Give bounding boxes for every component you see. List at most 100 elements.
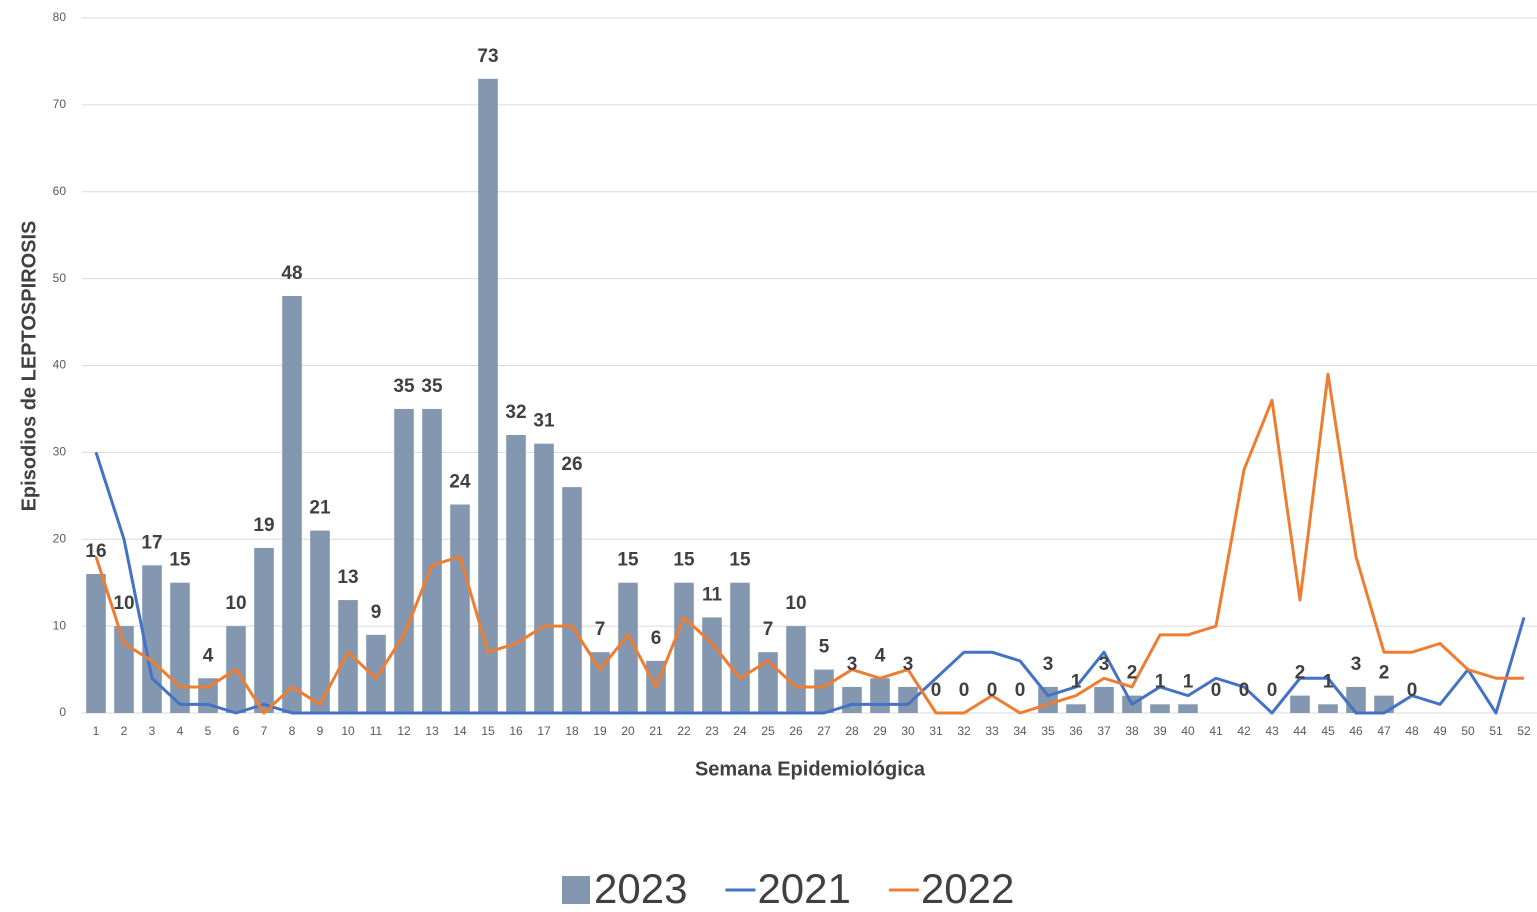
data-label: 1 (1183, 671, 1194, 692)
bar (506, 435, 526, 713)
data-label: 2 (1127, 663, 1138, 684)
x-tick-label: 14 (453, 724, 467, 738)
legend-label: 2021 (757, 865, 850, 912)
x-tick-label: 32 (957, 724, 971, 738)
x-tick-label: 48 (1405, 724, 1419, 738)
y-tick-label: 10 (53, 618, 67, 632)
bar (86, 574, 106, 713)
x-tick-label: 19 (593, 724, 607, 738)
x-tick-label: 2 (121, 724, 128, 738)
x-tick-label: 12 (397, 724, 411, 738)
data-label: 5 (819, 637, 830, 658)
bar (534, 443, 554, 713)
data-label: 0 (1239, 680, 1250, 701)
bar (366, 634, 386, 713)
data-label: 3 (1099, 654, 1110, 675)
x-tick-label: 45 (1321, 724, 1335, 738)
x-tick-label: 37 (1097, 724, 1111, 738)
y-tick-label: 70 (53, 97, 67, 111)
x-tick-label: 33 (985, 724, 999, 738)
x-tick-label: 38 (1125, 724, 1139, 738)
data-label: 0 (1015, 680, 1026, 701)
bar (1346, 686, 1366, 713)
x-tick-label: 49 (1433, 724, 1447, 738)
x-tick-label: 7 (261, 724, 268, 738)
x-tick-label: 43 (1265, 724, 1279, 738)
y-tick-label: 60 (53, 184, 67, 198)
bar (422, 408, 442, 713)
bar (1318, 704, 1338, 713)
x-tick-label: 47 (1377, 724, 1391, 738)
data-label: 3 (1351, 654, 1362, 675)
data-label: 10 (785, 593, 806, 614)
x-tick-label: 40 (1181, 724, 1195, 738)
data-label: 0 (1407, 680, 1418, 701)
x-tick-label: 11 (370, 724, 383, 738)
x-tick-label: 3 (149, 724, 156, 738)
x-tick-label: 8 (289, 724, 296, 738)
bar (730, 582, 750, 713)
x-tick-label: 6 (233, 724, 240, 738)
x-tick-label: 13 (425, 724, 439, 738)
bar (282, 296, 302, 713)
data-label: 32 (505, 402, 526, 423)
bar (674, 582, 694, 713)
y-axis-title: Episodios de LEPTOSPIROSIS (18, 221, 40, 512)
data-label: 19 (253, 515, 274, 536)
data-label: 35 (393, 376, 415, 397)
x-tick-label: 27 (817, 724, 831, 738)
x-tick-label: 5 (205, 724, 212, 738)
x-tick-label: 34 (1013, 724, 1027, 738)
bar (814, 669, 834, 713)
x-tick-label: 23 (705, 724, 719, 738)
data-label: 13 (337, 567, 358, 588)
bar (1178, 704, 1198, 713)
data-label: 7 (763, 619, 774, 640)
x-tick-label: 4 (177, 724, 184, 738)
x-tick-label: 16 (509, 724, 523, 738)
y-tick-label: 30 (53, 445, 67, 459)
data-label: 7 (595, 619, 606, 640)
x-tick-label: 51 (1489, 724, 1503, 738)
bar (1150, 704, 1170, 713)
x-tick-label: 31 (929, 724, 943, 738)
x-tick-label: 36 (1069, 724, 1083, 738)
x-tick-label: 9 (317, 724, 324, 738)
data-label: 24 (449, 472, 471, 493)
data-label: 31 (533, 411, 555, 432)
line (94, 451, 1526, 715)
x-tick-label: 41 (1209, 724, 1223, 738)
data-label: 1 (1155, 671, 1166, 692)
x-tick-label: 15 (481, 724, 495, 738)
data-label: 35 (421, 376, 443, 397)
data-label: 6 (651, 628, 662, 649)
data-label: 1 (1323, 671, 1334, 692)
x-tick-label: 17 (537, 724, 551, 738)
bar (310, 530, 330, 713)
bar (786, 626, 806, 713)
data-label: 0 (959, 680, 970, 701)
data-label: 21 (309, 498, 331, 519)
x-tick-label: 28 (845, 724, 859, 738)
data-label: 0 (931, 680, 942, 701)
bar (1038, 686, 1058, 713)
data-label: 15 (673, 550, 695, 571)
data-label: 15 (169, 550, 191, 571)
bar (1094, 686, 1114, 713)
data-label: 3 (1043, 654, 1054, 675)
x-tick-label: 26 (789, 724, 803, 738)
data-label: 10 (113, 593, 134, 614)
legend-swatch (562, 876, 590, 904)
x-tick-label: 18 (565, 724, 579, 738)
y-tick-label: 0 (59, 705, 66, 719)
data-label: 4 (875, 645, 886, 666)
legend-label: 2023 (594, 865, 687, 912)
legend-label: 2022 (921, 865, 1014, 912)
x-tick-label: 1 (93, 724, 100, 738)
data-label: 3 (847, 654, 858, 675)
data-label: 48 (281, 263, 302, 284)
y-tick-label: 80 (53, 10, 67, 24)
bar (394, 408, 414, 713)
data-label: 11 (702, 584, 723, 605)
